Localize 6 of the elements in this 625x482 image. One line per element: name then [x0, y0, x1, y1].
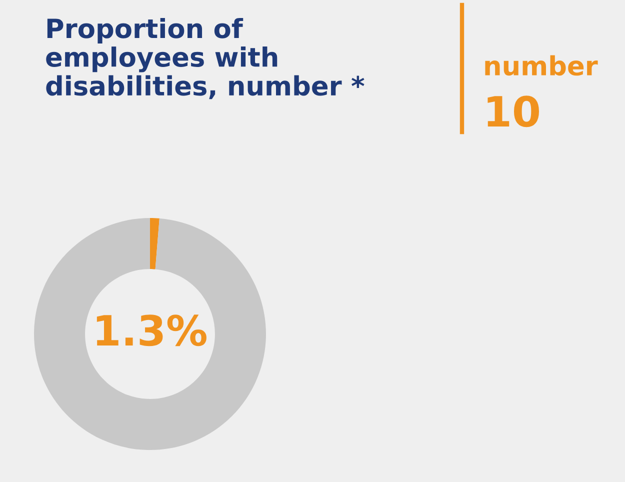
donut-slice [34, 218, 266, 450]
text: 1.3% [96, 314, 206, 346]
text: number [485, 55, 598, 76]
donut-slice [150, 218, 160, 270]
text: 10 [488, 96, 539, 128]
chart-title: Proportion of employees with disabilities, number * [46, 18, 364, 100]
